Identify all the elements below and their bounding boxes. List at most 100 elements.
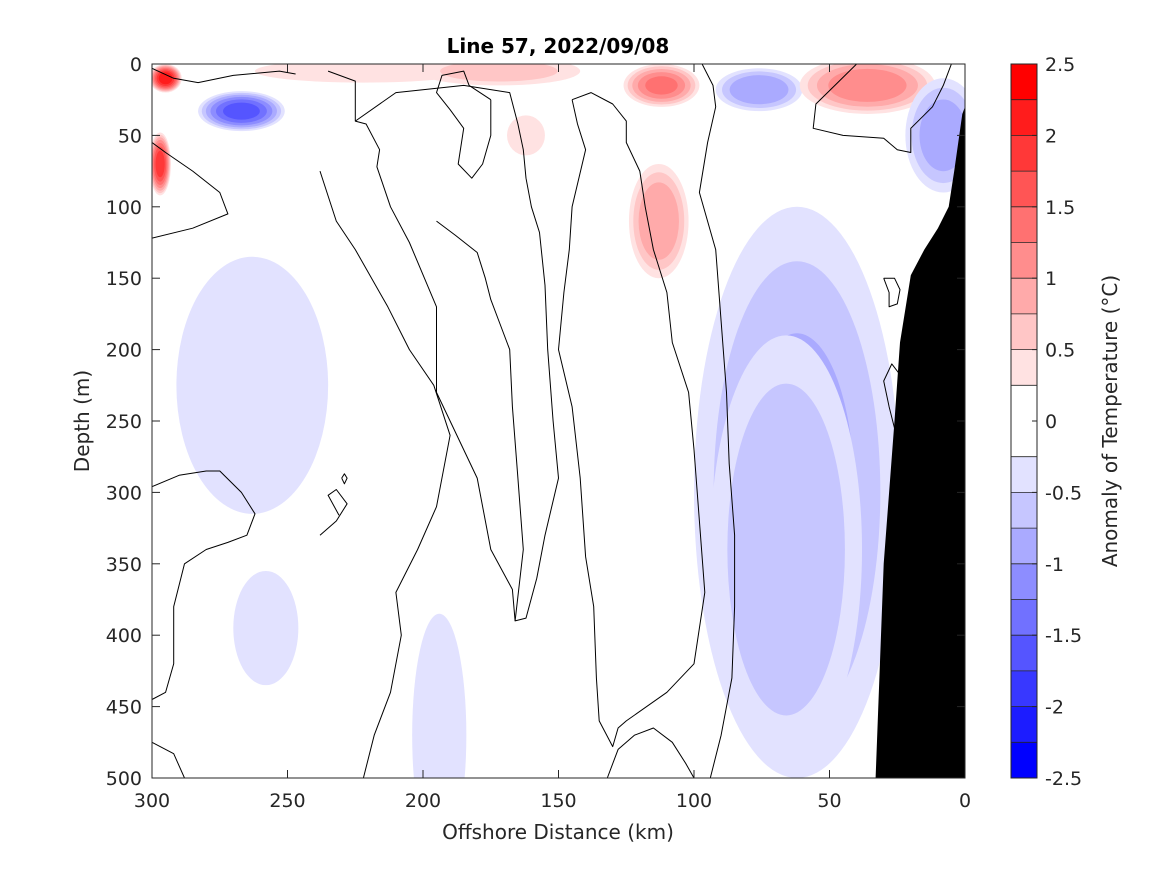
colorbar-swatch: [1011, 492, 1037, 529]
anomaly-level-shape: [412, 613, 467, 778]
colorbar-swatch: [1011, 635, 1037, 671]
x-tick-label: 300: [134, 790, 170, 812]
colorbar-tick-label: 0: [1045, 411, 1057, 433]
colorbar-swatch: [1011, 278, 1037, 314]
colorbar-swatch: [1011, 99, 1037, 136]
anomaly-fill-layer: [152, 64, 965, 778]
chart-title: Line 57, 2022/09/08: [447, 34, 670, 58]
plot-area: [152, 64, 965, 778]
colorbar-swatch: [1011, 742, 1037, 778]
zero-contour-line-5: [436, 220, 524, 621]
colorbar-swatch: [1011, 706, 1037, 743]
anomaly-warm-core-10: [799, 64, 936, 114]
y-axis-label: Depth (m): [70, 370, 94, 472]
anomaly-warm-core-4: [255, 64, 472, 83]
anomaly-cool-core-13: [233, 570, 299, 686]
y-tick-label: 150: [106, 268, 142, 290]
anomaly-level-shape: [440, 64, 558, 82]
anomaly-level-shape: [158, 72, 173, 85]
anomaly-level-shape: [255, 64, 472, 83]
land-mask: [875, 106, 965, 778]
colorbar-label: Anomaly of Temperature (°C): [1098, 275, 1122, 567]
anomaly-warm-core-8: [507, 115, 545, 156]
zero-contour-line-3: [327, 70, 559, 622]
anomaly-warm-core-2: [152, 132, 171, 196]
colorbar-tick-label: 0.5: [1045, 340, 1075, 362]
y-axis: 0 50 100 150 200 250 300 350 400 450 500: [106, 54, 965, 790]
colorbar-tick-label: -2.5: [1045, 768, 1082, 790]
colorbar-swatch: [1011, 563, 1037, 600]
anomaly-level-shape: [507, 115, 545, 156]
anomaly-level-shape: [919, 99, 965, 172]
zero-contour-line-10: [812, 64, 952, 153]
anomaly-level-shape: [638, 182, 679, 260]
zero-contour-line-8: [698, 64, 736, 778]
colorbar-swatch: [1011, 670, 1037, 707]
colorbar-swatch: [1011, 599, 1037, 636]
anomaly-cool-core-16: [412, 613, 467, 778]
anomaly-level-shape: [828, 68, 907, 102]
x-tick-label: 0: [959, 790, 971, 812]
anomaly-warm-core-7: [628, 163, 689, 279]
colorbar-swatch: [1011, 206, 1037, 243]
colorbar-tick-label: -1.5: [1045, 625, 1082, 647]
y-tick-label: 0: [130, 54, 142, 76]
colorbar-tick-label: 2.5: [1045, 54, 1075, 76]
anomaly-cool-core-9: [715, 68, 803, 112]
anomaly-level-shape: [155, 150, 165, 178]
anomaly-cool-core-11: [905, 78, 965, 193]
anomaly-level-shape: [233, 570, 299, 686]
zero-contour-line-2: [152, 67, 296, 84]
x-axis-label: Offshore Distance (km): [442, 820, 674, 844]
zero-contour-line-16: [152, 741, 185, 778]
colorbar: 2.5 2 1.5 1 0.5 0 -0.5 -1 -1.5 -2 -2.5: [1010, 54, 1082, 790]
colorbar-swatch: [1011, 242, 1037, 279]
colorbar-swatch: [1011, 64, 1037, 100]
zero-contour-line-4: [319, 170, 451, 778]
zero-contour-line-15: [152, 470, 256, 700]
anomaly-warm-core-6: [623, 64, 700, 107]
y-tick-label: 350: [106, 554, 142, 576]
anomaly-cool-core-15: [710, 335, 863, 764]
colorbar-tick-label: 2: [1045, 125, 1057, 147]
y-tick-label: 200: [106, 340, 142, 362]
y-tick-label: 450: [106, 697, 142, 719]
colorbar-swatch: [1011, 313, 1037, 350]
anomaly-warm-core-1: [152, 64, 182, 93]
colorbar-swatch: [1011, 349, 1037, 386]
x-tick-label: 50: [817, 790, 841, 812]
colorbar-tick-label: 1.5: [1045, 197, 1075, 219]
x-axis: 300 250 200 150 100 50 0: [134, 64, 971, 812]
anomaly-level-shape: [727, 383, 845, 716]
x-tick-label: 100: [676, 790, 712, 812]
anomaly-warm-core-5: [417, 64, 581, 86]
zero-contour-line-1: [152, 142, 229, 239]
anomaly-level-shape: [729, 75, 789, 105]
anomaly-cool-core-12: [176, 256, 329, 514]
y-tick-label: 100: [106, 197, 142, 219]
x-tick-label: 200: [405, 790, 441, 812]
anomaly-level-shape: [645, 76, 678, 95]
x-tick-label: 150: [540, 790, 576, 812]
y-tick-label: 300: [106, 482, 142, 504]
anomaly-cool-core-3: [198, 91, 285, 132]
zero-contour-line-11: [883, 277, 901, 308]
colorbar-tick-label: -2: [1045, 697, 1064, 719]
colorbar-tick-label: 1: [1045, 268, 1057, 290]
colorbar-swatch: [1011, 528, 1037, 564]
zero-contour-line-7: [558, 92, 706, 748]
y-tick-label: 250: [106, 411, 142, 433]
colorbar-swatch: [1011, 135, 1037, 172]
colorbar-tick-label: -1: [1045, 554, 1064, 576]
zero-contour-line-6: [436, 70, 492, 179]
x-tick-label: 250: [269, 790, 305, 812]
zero-contour-line-13: [341, 473, 348, 485]
anomaly-level-shape: [223, 102, 260, 120]
y-tick-label: 400: [106, 625, 142, 647]
zero-contour-layer: [152, 64, 952, 778]
y-tick-label: 50: [118, 125, 142, 147]
y-tick-label: 500: [106, 768, 142, 790]
colorbar-tick-label: -0.5: [1045, 482, 1082, 504]
colorbar-swatch: [1011, 171, 1037, 207]
